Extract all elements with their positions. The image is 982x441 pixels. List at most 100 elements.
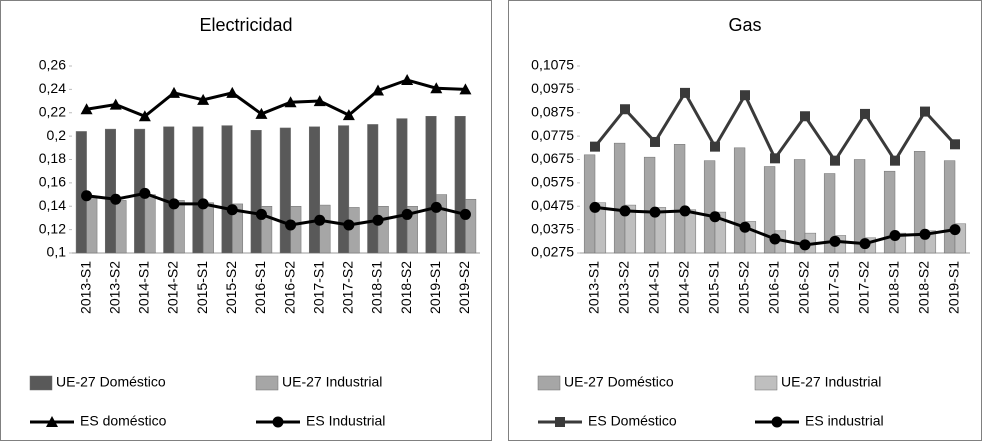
line — [593, 89, 957, 164]
x-tick-label: 2013-S1 — [77, 261, 93, 314]
legend-label: UE-27 Industrial — [781, 374, 881, 390]
bar — [763, 166, 776, 254]
x-tick-label: 2015-S2 — [736, 261, 752, 314]
marker — [284, 96, 297, 108]
x-tick-label: 2017-S1 — [310, 261, 326, 314]
marker — [769, 233, 781, 245]
bar — [406, 206, 418, 254]
bar — [425, 116, 437, 254]
bar — [163, 126, 175, 254]
marker — [314, 214, 326, 226]
legend-label: ES doméstico — [80, 413, 167, 429]
bar — [338, 125, 350, 254]
bar — [308, 126, 320, 254]
marker — [950, 139, 960, 150]
bar — [115, 200, 127, 254]
marker — [401, 74, 414, 86]
x-tick-label: 2015-S1 — [706, 261, 722, 314]
bar — [624, 204, 637, 254]
bar — [684, 209, 697, 254]
legend-swatch — [255, 375, 279, 391]
marker — [771, 416, 783, 428]
bar — [924, 230, 937, 254]
bar — [173, 200, 185, 254]
marker — [620, 104, 630, 115]
bar — [654, 207, 667, 254]
marker — [860, 108, 870, 119]
legend-label: UE-27 Doméstico — [56, 374, 166, 390]
bar — [594, 202, 607, 254]
y-tick-label: 0,0875 — [531, 103, 574, 119]
y-tick-label: 0,0775 — [531, 127, 574, 143]
legend-label: UE-27 Doméstico — [564, 374, 674, 390]
legend-label: ES Doméstico — [588, 413, 677, 429]
bar — [104, 128, 116, 254]
bar — [202, 202, 214, 254]
bar — [367, 124, 379, 254]
x-tick-label: 2015-S1 — [194, 261, 210, 314]
marker — [949, 224, 961, 236]
marker — [255, 107, 268, 119]
y-tick-label: 0,12 — [39, 220, 66, 236]
bar — [465, 198, 477, 254]
x-tick-label: 2017-S1 — [826, 261, 842, 314]
y-tick-label: 0,18 — [39, 150, 66, 166]
bar — [86, 196, 98, 254]
x-tick-label: 2013-S2 — [616, 261, 632, 314]
marker — [919, 228, 931, 240]
y-tick-label: 0,14 — [39, 197, 66, 213]
x-tick-label: 2018-S1 — [886, 261, 902, 314]
bar — [673, 144, 686, 254]
marker — [285, 219, 297, 231]
bar — [221, 125, 233, 254]
x-tick-label: 2014-S1 — [136, 261, 152, 314]
bar — [396, 118, 408, 254]
chart: Gas 0,0275 0,0375 0,0475 0,0575 0,0675 0,0775 0… — [508, 0, 982, 441]
bar — [733, 147, 746, 254]
x-tick-label: 2019-S2 — [456, 261, 472, 314]
x-tick-label: 2018-S1 — [369, 261, 385, 314]
marker — [589, 201, 601, 213]
marker — [920, 106, 930, 117]
marker — [372, 214, 384, 226]
marker — [226, 86, 239, 98]
x-tick-label: 2016-S2 — [281, 261, 297, 314]
marker — [139, 187, 151, 199]
marker — [649, 206, 661, 218]
marker — [342, 109, 355, 121]
bar — [454, 116, 466, 254]
bar — [144, 194, 156, 254]
marker — [313, 95, 326, 107]
bar — [823, 173, 836, 254]
bar — [319, 204, 331, 254]
y-tick-label: 0,26 — [39, 57, 66, 73]
marker — [81, 190, 93, 202]
x-tick-label: 2016-S1 — [766, 261, 782, 314]
marker — [829, 235, 841, 247]
y-tick-label: 0,0675 — [531, 150, 574, 166]
x-tick-label: 2014-S2 — [165, 261, 181, 314]
marker — [46, 416, 58, 427]
y-tick-label: 0,1 — [47, 244, 67, 260]
legend-label: ES Industrial — [306, 413, 385, 429]
marker — [168, 198, 180, 210]
bar — [643, 156, 656, 254]
marker — [680, 87, 690, 98]
bar — [261, 206, 273, 254]
bar — [943, 160, 956, 254]
marker — [679, 205, 691, 217]
x-tick-label: 2014-S2 — [676, 261, 692, 314]
x-tick-label: 2015-S2 — [223, 261, 239, 314]
marker — [739, 221, 751, 233]
x-tick-label: 2017-S2 — [856, 261, 872, 314]
marker — [80, 103, 93, 115]
marker — [800, 111, 810, 122]
bar — [613, 142, 626, 254]
y-tick-label: 0,22 — [39, 103, 66, 119]
bar — [883, 170, 896, 254]
marker — [459, 83, 472, 95]
marker — [859, 238, 871, 250]
marker — [372, 84, 384, 96]
marker — [168, 86, 180, 98]
